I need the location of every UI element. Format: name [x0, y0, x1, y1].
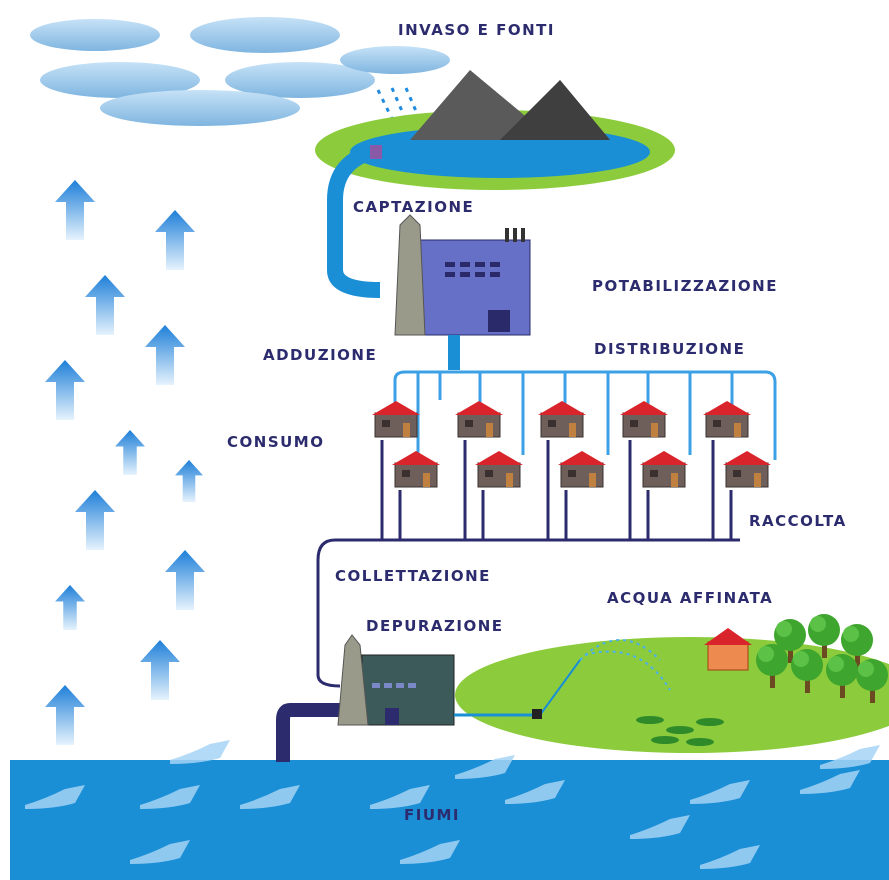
label-distribuzione: DISTRIBUZIONE	[594, 340, 745, 358]
evaporation-arrows	[45, 180, 205, 745]
label-potabilizzazione: POTABILIZZAZIONE	[592, 277, 778, 295]
reuse-land	[455, 614, 889, 753]
label-depurazione: DEPURAZIONE	[366, 617, 504, 635]
label-collettazione: COLLETTAZIONE	[335, 567, 491, 585]
label-adduzione: ADDUZIONE	[263, 346, 377, 364]
houses	[372, 401, 771, 487]
water-cycle-diagram: INVASO E FONTI CAPTAZIONE POTABILIZZAZIO…	[0, 0, 889, 880]
label-fiumi: FIUMI	[404, 806, 460, 824]
label-raccolta: RACCOLTA	[749, 512, 847, 530]
label-captazione: CAPTAZIONE	[353, 198, 474, 216]
treatment-plant	[395, 215, 530, 370]
label-consumo: CONSUMO	[227, 433, 324, 451]
label-title: INVASO E FONTI	[398, 21, 555, 39]
label-acqua-affinata: ACQUA AFFINATA	[607, 589, 773, 607]
